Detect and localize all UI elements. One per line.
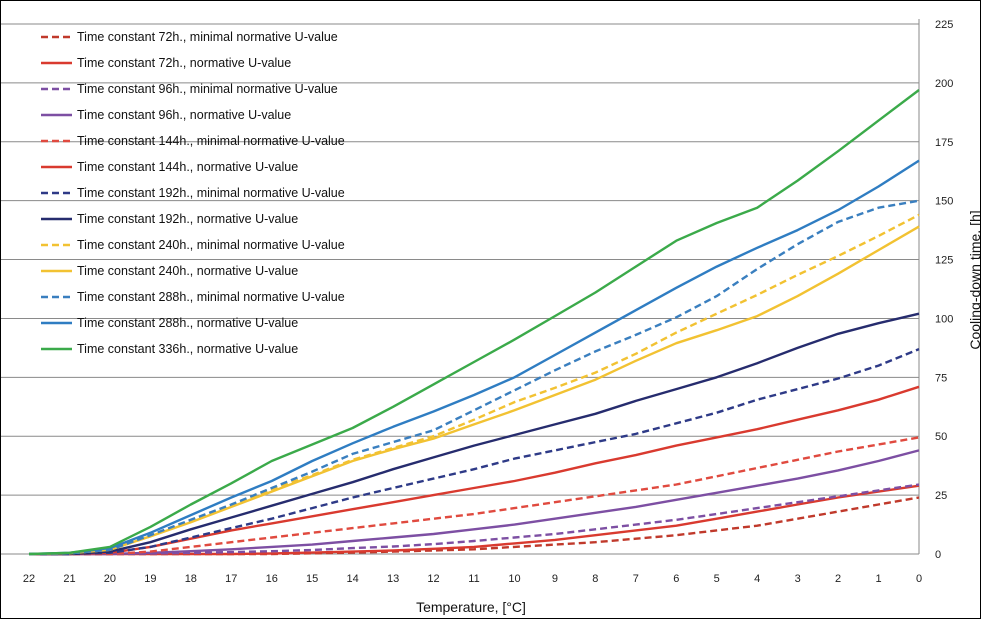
x-tick-label: 10 [508,573,520,585]
y-tick-label: 175 [935,137,953,149]
legend-label: Time constant 192h., normative U-value [77,212,298,226]
series-line-4 [29,449,920,556]
y-tick-label: 150 [935,196,953,208]
x-tick-label: 13 [387,573,399,585]
series-line-8 [29,312,920,556]
x-tick-label: 19 [144,573,156,585]
y-tick-label: 25 [935,490,947,502]
legend-label: Time constant 72h., normative U-value [77,56,291,70]
x-axis-ticks: 22 21 20 19 18 17 16 15 14 13 12 11 10 9 8 7 6 5 4 3 2 1 0 [23,573,922,585]
legend-label: Time constant 288h., normative U-value [77,316,298,330]
series-lines [28,89,920,556]
y-axis-title: Cooling-down time, [h] [967,210,980,349]
x-tick-label: 14 [347,573,359,585]
legend-label: Time constant 144h., minimal normative U… [77,134,345,148]
x-tick-label: 20 [104,573,116,585]
y-tick-label: 225 [935,19,953,31]
y-axis-ticks: 0 25 50 75 100 125 150 175 200 225 [935,19,953,561]
x-axis-title: Temperature, [°C] [416,599,526,615]
legend-label: Time constant 96h., minimal normative U-… [77,82,338,96]
legend-label: Time constant 96h., normative U-value [77,108,291,122]
x-tick-label: 16 [266,573,278,585]
y-tick-label: 50 [935,431,947,443]
x-tick-label: 4 [754,573,760,585]
x-tick-label: 2 [835,573,841,585]
y-tick-label: 0 [935,549,941,561]
y-tick-label: 200 [935,78,953,90]
legend-label: Time constant 192h., minimal normative U… [77,186,345,200]
series-line-11 [28,199,920,556]
x-tick-label: 18 [185,573,197,585]
x-tick-label: 22 [23,573,35,585]
series-line-10 [28,225,920,556]
x-tick-label: 12 [427,573,439,585]
y-tick-label: 100 [935,313,953,325]
series-line-7 [29,347,920,556]
series-line-12 [28,159,920,556]
x-tick-label: 0 [916,573,922,585]
gridlines [1,19,920,555]
series-line-5 [29,436,920,556]
legend-label: Time constant 72h., minimal normative U-… [77,30,338,44]
series-line-3 [29,483,920,556]
series-line-13 [28,89,920,556]
x-tick-label: 3 [795,573,801,585]
x-tick-label: 5 [714,573,720,585]
x-tick-label: 6 [673,573,679,585]
legend: Time constant 72h., minimal normative U-… [41,30,345,356]
x-tick-label: 15 [306,573,318,585]
legend-label: Time constant 288h., minimal normative U… [77,290,345,304]
y-tick-label: 75 [935,372,947,384]
legend-label: Time constant 240h., normative U-value [77,264,298,278]
x-tick-label: 9 [552,573,558,585]
x-tick-label: 11 [468,573,479,585]
x-tick-label: 1 [875,573,881,585]
y-tick-label: 125 [935,255,953,267]
x-tick-label: 8 [592,573,598,585]
x-tick-label: 7 [633,573,639,585]
legend-label: Time constant 144h., normative U-value [77,160,298,174]
x-tick-label: 17 [225,573,237,585]
x-tick-label: 21 [63,573,75,585]
legend-label: Time constant 240h., minimal normative U… [77,238,345,252]
series-line-9 [28,213,920,556]
legend-label: Time constant 336h., normative U-value [77,342,298,356]
